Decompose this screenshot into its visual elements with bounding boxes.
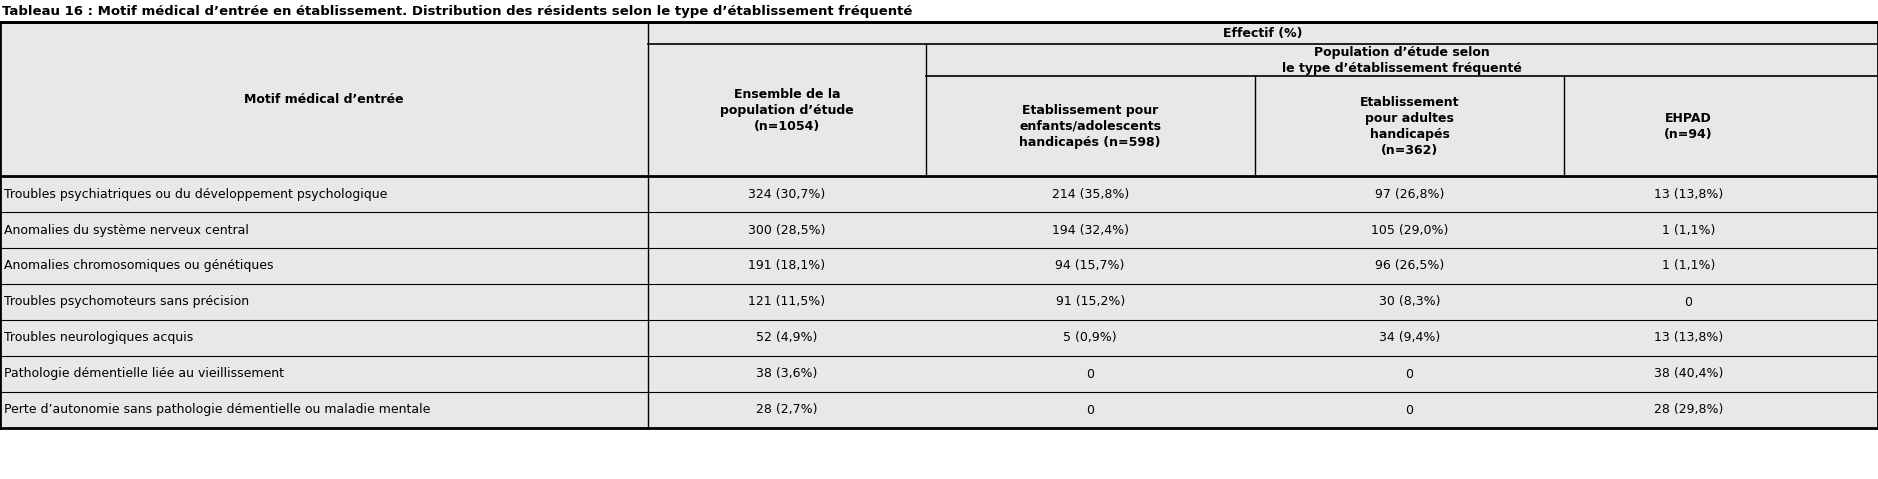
- Text: 52 (4,9%): 52 (4,9%): [757, 331, 817, 344]
- Text: 34 (9,4%): 34 (9,4%): [1378, 331, 1440, 344]
- Text: 38 (40,4%): 38 (40,4%): [1655, 367, 1722, 380]
- Text: 94 (15,7%): 94 (15,7%): [1055, 260, 1125, 273]
- Text: Perte d’autonomie sans pathologie démentielle ou maladie mentale: Perte d’autonomie sans pathologie dément…: [4, 403, 430, 417]
- Text: 5 (0,9%): 5 (0,9%): [1063, 331, 1117, 344]
- Text: 28 (29,8%): 28 (29,8%): [1655, 403, 1722, 417]
- Text: 194 (32,4%): 194 (32,4%): [1052, 224, 1129, 237]
- Text: 1 (1,1%): 1 (1,1%): [1662, 260, 1715, 273]
- Text: 300 (28,5%): 300 (28,5%): [747, 224, 826, 237]
- Text: Anomalies chromosomiques ou génétiques: Anomalies chromosomiques ou génétiques: [4, 260, 274, 273]
- Text: Troubles psychiatriques ou du développement psychologique: Troubles psychiatriques ou du développem…: [4, 187, 387, 201]
- Text: 0: 0: [1405, 403, 1414, 417]
- Text: EHPAD
(n=94): EHPAD (n=94): [1664, 112, 1713, 140]
- Text: 121 (11,5%): 121 (11,5%): [747, 296, 826, 308]
- Text: 13 (13,8%): 13 (13,8%): [1655, 331, 1722, 344]
- Text: Ensemble de la
population d’étude
(n=1054): Ensemble de la population d’étude (n=105…: [719, 88, 854, 133]
- Text: Etablissement pour
enfants/adolescents
handicapés (n=598): Etablissement pour enfants/adolescents h…: [1020, 103, 1161, 148]
- Text: 214 (35,8%): 214 (35,8%): [1052, 187, 1129, 201]
- Text: 105 (29,0%): 105 (29,0%): [1371, 224, 1448, 237]
- Text: Effectif (%): Effectif (%): [1223, 26, 1303, 39]
- Text: Tableau 16 : Motif médical d’entrée en établissement. Distribution des résidents: Tableau 16 : Motif médical d’entrée en é…: [2, 4, 913, 18]
- Text: Motif médical d’entrée: Motif médical d’entrée: [244, 92, 404, 105]
- Text: 38 (3,6%): 38 (3,6%): [757, 367, 817, 380]
- Text: Troubles neurologiques acquis: Troubles neurologiques acquis: [4, 331, 193, 344]
- Text: 0: 0: [1085, 403, 1095, 417]
- Text: Anomalies du système nerveux central: Anomalies du système nerveux central: [4, 224, 250, 237]
- Text: 0: 0: [1685, 296, 1692, 308]
- Text: 96 (26,5%): 96 (26,5%): [1375, 260, 1444, 273]
- Text: Population d’étude selon
le type d’établissement fréquenté: Population d’étude selon le type d’établ…: [1283, 46, 1521, 75]
- Text: 28 (2,7%): 28 (2,7%): [757, 403, 817, 417]
- Text: 1 (1,1%): 1 (1,1%): [1662, 224, 1715, 237]
- Text: Pathologie démentielle liée au vieillissement: Pathologie démentielle liée au vieilliss…: [4, 367, 284, 380]
- Text: 0: 0: [1405, 367, 1414, 380]
- Text: Troubles psychomoteurs sans précision: Troubles psychomoteurs sans précision: [4, 296, 250, 308]
- Text: 324 (30,7%): 324 (30,7%): [747, 187, 826, 201]
- Text: 191 (18,1%): 191 (18,1%): [747, 260, 826, 273]
- Bar: [0, 22, 1878, 428]
- Text: 13 (13,8%): 13 (13,8%): [1655, 187, 1722, 201]
- Text: 30 (8,3%): 30 (8,3%): [1378, 296, 1440, 308]
- Text: 0: 0: [1085, 367, 1095, 380]
- Text: 97 (26,8%): 97 (26,8%): [1375, 187, 1444, 201]
- Text: 91 (15,2%): 91 (15,2%): [1055, 296, 1125, 308]
- Text: Etablissement
pour adultes
handicapés
(n=362): Etablissement pour adultes handicapés (n…: [1360, 95, 1459, 157]
